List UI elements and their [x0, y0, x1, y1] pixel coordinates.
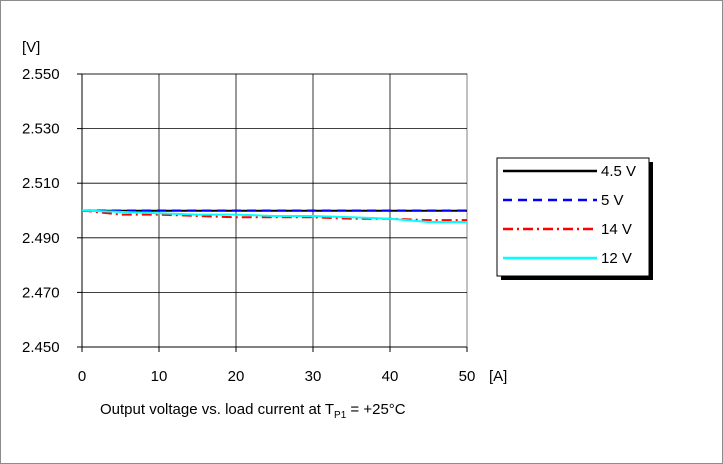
y-tick-label: 2.490 [22, 230, 60, 247]
x-tick-label: 20 [228, 368, 245, 385]
x-tick-label: 0 [78, 368, 86, 385]
y-tick-label: 2.550 [22, 66, 60, 83]
legend-box [496, 157, 650, 277]
y-tick-label: 2.530 [22, 121, 60, 138]
x-tick-label: 30 [305, 368, 322, 385]
caption-prefix: Output voltage vs. load current at T [100, 401, 335, 418]
y-tick-label: 2.450 [22, 339, 60, 356]
legend-label: 12 V [601, 250, 632, 267]
legend-label: 4.5 V [601, 163, 636, 180]
series-line [81, 209, 467, 223]
y-axis-label: [V] [22, 39, 40, 56]
y-tick-label: 2.510 [22, 175, 60, 192]
series-layer [81, 209, 467, 223]
legend: 4.5 V 5 V 14 V 12 V [496, 157, 653, 280]
caption-subscript: P1 [334, 410, 347, 421]
y-tick-label: 2.470 [22, 284, 60, 301]
x-tick-label: 50 [459, 368, 476, 385]
axis-layer: 0 10 20 30 40 50 2.450 2.470 2.490 2.510 2.530 2.55… [22, 66, 475, 385]
caption-suffix: = +25°C [346, 401, 406, 418]
chart-caption: Output voltage vs. load current at TP1 =… [100, 401, 406, 421]
legend-label: 5 V [601, 192, 624, 209]
x-axis-label: [A] [489, 368, 507, 385]
legend-label: 14 V [601, 221, 632, 238]
x-tick-label: 40 [382, 368, 399, 385]
x-tick-label: 10 [151, 368, 168, 385]
